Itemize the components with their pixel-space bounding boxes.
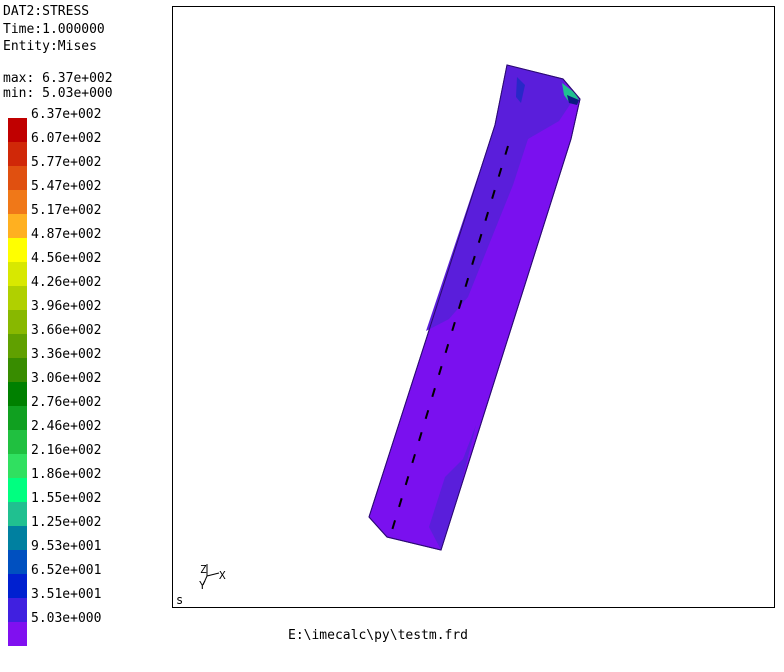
beam-hotspot-accent: [567, 95, 579, 105]
fem-model-render[interactable]: Z Y X: [173, 7, 774, 607]
legend-swatch: [8, 382, 27, 406]
legend-label: 4.26e+002: [31, 275, 102, 290]
legend-label: 5.03e+000: [31, 611, 102, 626]
legend-label: 1.55e+002: [31, 491, 102, 506]
legend-swatch: [8, 526, 27, 550]
header-max: max: 6.37e+002: [3, 71, 113, 86]
legend-label: 6.37e+002: [31, 107, 102, 122]
legend-label: 5.47e+002: [31, 179, 102, 194]
legend-swatch: [8, 550, 27, 574]
legend-swatch: [8, 310, 27, 334]
legend-label: 4.56e+002: [31, 251, 102, 266]
legend-swatch: [8, 334, 27, 358]
triad-x-label: X: [219, 569, 226, 582]
legend-label: 3.51e+001: [31, 587, 102, 602]
header-time: Time:1.000000: [3, 22, 105, 37]
legend-swatch: [8, 238, 27, 262]
beam-stress-band-upper: [426, 65, 571, 331]
legend-label: 3.66e+002: [31, 323, 102, 338]
legend-swatch: [8, 622, 27, 646]
beam-body: [368, 64, 581, 551]
legend-swatch: [8, 406, 27, 430]
legend-swatch: [8, 262, 27, 286]
legend-swatch: [8, 574, 27, 598]
model-viewport[interactable]: Z Y X s: [172, 6, 775, 608]
legend-label: 6.07e+002: [31, 131, 102, 146]
triad-z-label: Z: [200, 563, 207, 576]
legend-label: 3.36e+002: [31, 347, 102, 362]
triad-axis-line-y: [202, 575, 208, 586]
header-min: min: 5.03e+000: [3, 86, 113, 101]
legend-swatch: [8, 190, 27, 214]
legend-swatch: [8, 286, 27, 310]
legend-label: 3.96e+002: [31, 299, 102, 314]
legend-label: 5.17e+002: [31, 203, 102, 218]
filename-label: E:\imecalc\py\testm.frd: [288, 628, 469, 643]
beam-hotspot-top-right: [562, 83, 579, 102]
legend-label: 2.46e+002: [31, 419, 102, 434]
legend-swatch: [8, 478, 27, 502]
triad-axis-line-x: [206, 572, 220, 577]
axis-triad: Z Y X: [199, 563, 226, 592]
legend-label: 6.52e+001: [31, 563, 102, 578]
legend-swatch: [8, 454, 27, 478]
triad-y-label: Y: [199, 579, 206, 592]
legend-label: 4.87e+002: [31, 227, 102, 242]
legend-swatch: [8, 502, 27, 526]
header-entity: Entity:Mises: [3, 39, 97, 54]
legend-swatch: [8, 118, 27, 142]
legend-label: 5.77e+002: [31, 155, 102, 170]
beam-outline: [368, 64, 581, 551]
viewport-corner-label: s: [176, 593, 184, 607]
header-dataset: DAT2:STRESS: [3, 4, 90, 19]
legend-label: 9.53e+001: [31, 539, 102, 554]
legend-swatch: [8, 142, 27, 166]
legend-label: 2.16e+002: [31, 443, 102, 458]
legend-label: 2.76e+002: [31, 395, 102, 410]
legend-swatch: [8, 358, 27, 382]
legend-label: 1.25e+002: [31, 515, 102, 530]
beam-hotspot-top-left: [516, 77, 525, 103]
legend-swatch: [8, 166, 27, 190]
legend-label: 1.86e+002: [31, 467, 102, 482]
beam-stress-band-lower: [429, 425, 476, 550]
legend-swatch: [8, 430, 27, 454]
legend-label: 3.06e+002: [31, 371, 102, 386]
legend-swatch: [8, 214, 27, 238]
legend-swatch: [8, 598, 27, 622]
